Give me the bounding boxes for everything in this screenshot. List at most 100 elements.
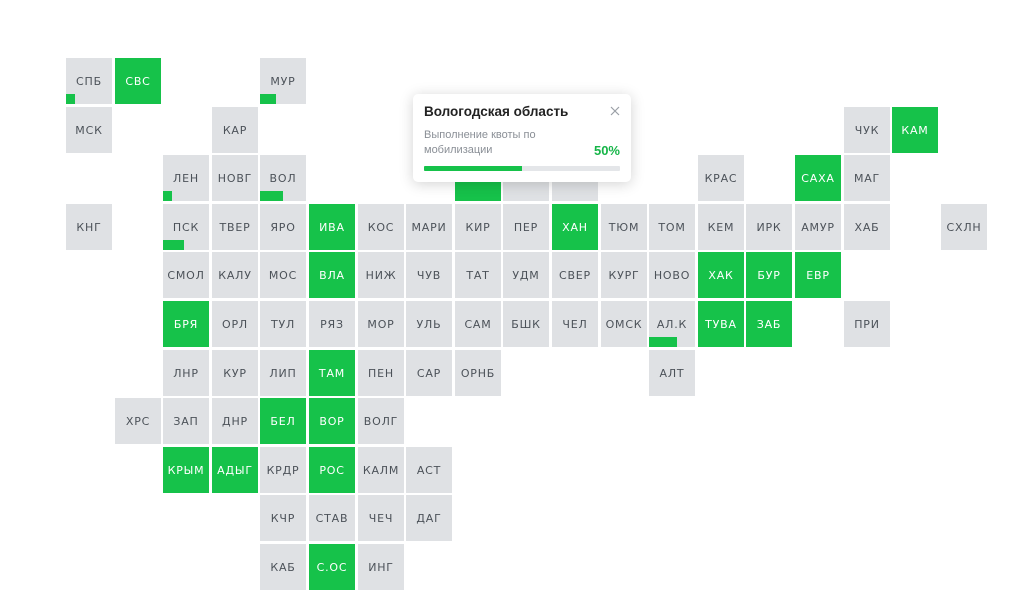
region-tile-удм[interactable]: УДМ — [503, 252, 549, 298]
region-tile-тат[interactable]: ТАТ — [455, 252, 501, 298]
region-tile-хрс[interactable]: ХРС — [115, 398, 161, 444]
region-tile-амур[interactable]: АМУР — [795, 204, 841, 250]
region-code: МАГ — [853, 171, 881, 185]
region-tile-смол[interactable]: СМОЛ — [163, 252, 209, 298]
region-tile-твер[interactable]: ТВЕР — [212, 204, 258, 250]
region-tile-хак[interactable]: ХАК — [698, 252, 744, 298]
region-tile-крым[interactable]: КРЫМ — [163, 447, 209, 493]
region-code: ТУВА — [705, 317, 737, 331]
region-tile-бшк[interactable]: БШК — [503, 301, 549, 347]
region-tile-пен[interactable]: ПЕН — [358, 350, 404, 396]
region-tile-вол[interactable]: ВОЛ — [260, 155, 306, 201]
region-tile-мур[interactable]: МУР — [260, 58, 306, 104]
region-tile-том[interactable]: ТОМ — [649, 204, 695, 250]
region-tile-чув[interactable]: ЧУВ — [406, 252, 452, 298]
region-tile-сам[interactable]: САМ — [455, 301, 501, 347]
region-tile-днр[interactable]: ДНР — [212, 398, 258, 444]
region-code: БРЯ — [173, 317, 199, 331]
region-tile-ново[interactable]: НОВО — [649, 252, 695, 298]
region-tile-пск[interactable]: ПСК — [163, 204, 209, 250]
region-tile-заб[interactable]: ЗАБ — [746, 301, 792, 347]
region-code: СТАВ — [315, 511, 349, 525]
region-tile-хан[interactable]: ХАН — [552, 204, 598, 250]
region-tile-даг[interactable]: ДАГ — [406, 495, 452, 541]
region-tile-яро[interactable]: ЯРО — [260, 204, 306, 250]
region-tile-калм[interactable]: КАЛМ — [358, 447, 404, 493]
region-tile-кар[interactable]: КАР — [212, 107, 258, 153]
region-code: ПЕН — [368, 366, 394, 380]
region-tile-став[interactable]: СТАВ — [309, 495, 355, 541]
region-tile-пер[interactable]: ПЕР — [503, 204, 549, 250]
region-tile-ива[interactable]: ИВА — [309, 204, 355, 250]
region-tile-волг[interactable]: ВОЛГ — [358, 398, 404, 444]
region-code: ОМСК — [605, 317, 643, 331]
region-tile-мск[interactable]: МСК — [66, 107, 112, 153]
region-tile-ал.к[interactable]: АЛ.К — [649, 301, 695, 347]
region-tile-ряз[interactable]: РЯЗ — [309, 301, 355, 347]
region-code: ИНГ — [368, 560, 394, 574]
region-tile-саха[interactable]: САХА — [795, 155, 841, 201]
region-tile-там[interactable]: ТАМ — [309, 350, 355, 396]
region-tile-кир[interactable]: КИР — [455, 204, 501, 250]
region-tile-хаб[interactable]: ХАБ — [844, 204, 890, 250]
region-tile-свер[interactable]: СВЕР — [552, 252, 598, 298]
region-tile-тува[interactable]: ТУВА — [698, 301, 744, 347]
region-code: АСТ — [416, 463, 442, 477]
region-tile-чел[interactable]: ЧЕЛ — [552, 301, 598, 347]
region-tile-лип[interactable]: ЛИП — [260, 350, 306, 396]
region-tile-кос[interactable]: КОС — [358, 204, 404, 250]
region-tile-спб[interactable]: СПБ — [66, 58, 112, 104]
region-tile-с.ос[interactable]: С.ОС — [309, 544, 355, 590]
region-tile-крас[interactable]: КРАС — [698, 155, 744, 201]
region-tile-крдр[interactable]: КРДР — [260, 447, 306, 493]
region-tile-омск[interactable]: ОМСК — [601, 301, 647, 347]
region-tile-кург[interactable]: КУРГ — [601, 252, 647, 298]
region-tile-новг[interactable]: НОВГ — [212, 155, 258, 201]
region-tile-уль[interactable]: УЛЬ — [406, 301, 452, 347]
region-tile-вор[interactable]: ВОР — [309, 398, 355, 444]
region-code: СМОЛ — [167, 268, 205, 282]
region-tile-схлн[interactable]: СХЛН — [941, 204, 987, 250]
region-code: ИРК — [756, 220, 782, 234]
region-tile-инг[interactable]: ИНГ — [358, 544, 404, 590]
region-tile-ниж[interactable]: НИЖ — [358, 252, 404, 298]
region-tile-мос[interactable]: МОС — [260, 252, 306, 298]
region-tile-лен[interactable]: ЛЕН — [163, 155, 209, 201]
region-tile-кнг[interactable]: КНГ — [66, 204, 112, 250]
region-code: ИВА — [319, 220, 345, 234]
region-tile-тюм[interactable]: ТЮМ — [601, 204, 647, 250]
region-tile-бур[interactable]: БУР — [746, 252, 792, 298]
region-tile-ирк[interactable]: ИРК — [746, 204, 792, 250]
region-code: КАЛМ — [362, 463, 400, 477]
region-tile-мари[interactable]: МАРИ — [406, 204, 452, 250]
progress-bar — [424, 166, 522, 171]
region-tile-зап[interactable]: ЗАП — [163, 398, 209, 444]
region-tile-маг[interactable]: МАГ — [844, 155, 890, 201]
region-tile-при[interactable]: ПРИ — [844, 301, 890, 347]
region-tile-рос[interactable]: РОС — [309, 447, 355, 493]
close-icon[interactable] — [608, 104, 622, 118]
region-tile-каб[interactable]: КАБ — [260, 544, 306, 590]
region-tile-кчр[interactable]: КЧР — [260, 495, 306, 541]
region-tile-тул[interactable]: ТУЛ — [260, 301, 306, 347]
region-tile-свс[interactable]: СВС — [115, 58, 161, 104]
region-tile-аст[interactable]: АСТ — [406, 447, 452, 493]
region-tile-бел[interactable]: БЕЛ — [260, 398, 306, 444]
region-tile-кем[interactable]: КЕМ — [698, 204, 744, 250]
region-tile-кам[interactable]: КАМ — [892, 107, 938, 153]
region-tile-калу[interactable]: КАЛУ — [212, 252, 258, 298]
region-tile-вла[interactable]: ВЛА — [309, 252, 355, 298]
region-tile-чеч[interactable]: ЧЕЧ — [358, 495, 404, 541]
region-tile-орл[interactable]: ОРЛ — [212, 301, 258, 347]
region-tile-кур[interactable]: КУР — [212, 350, 258, 396]
region-tile-адыг[interactable]: АДЫГ — [212, 447, 258, 493]
region-tile-мор[interactable]: МОР — [358, 301, 404, 347]
region-tile-алт[interactable]: АЛТ — [649, 350, 695, 396]
region-tile-сар[interactable]: САР — [406, 350, 452, 396]
region-tile-чук[interactable]: ЧУК — [844, 107, 890, 153]
region-tile-орнб[interactable]: ОРНБ — [455, 350, 501, 396]
region-tile-лнр[interactable]: ЛНР — [163, 350, 209, 396]
region-code: ХРС — [125, 414, 151, 428]
region-tile-евр[interactable]: ЕВР — [795, 252, 841, 298]
region-tile-бря[interactable]: БРЯ — [163, 301, 209, 347]
